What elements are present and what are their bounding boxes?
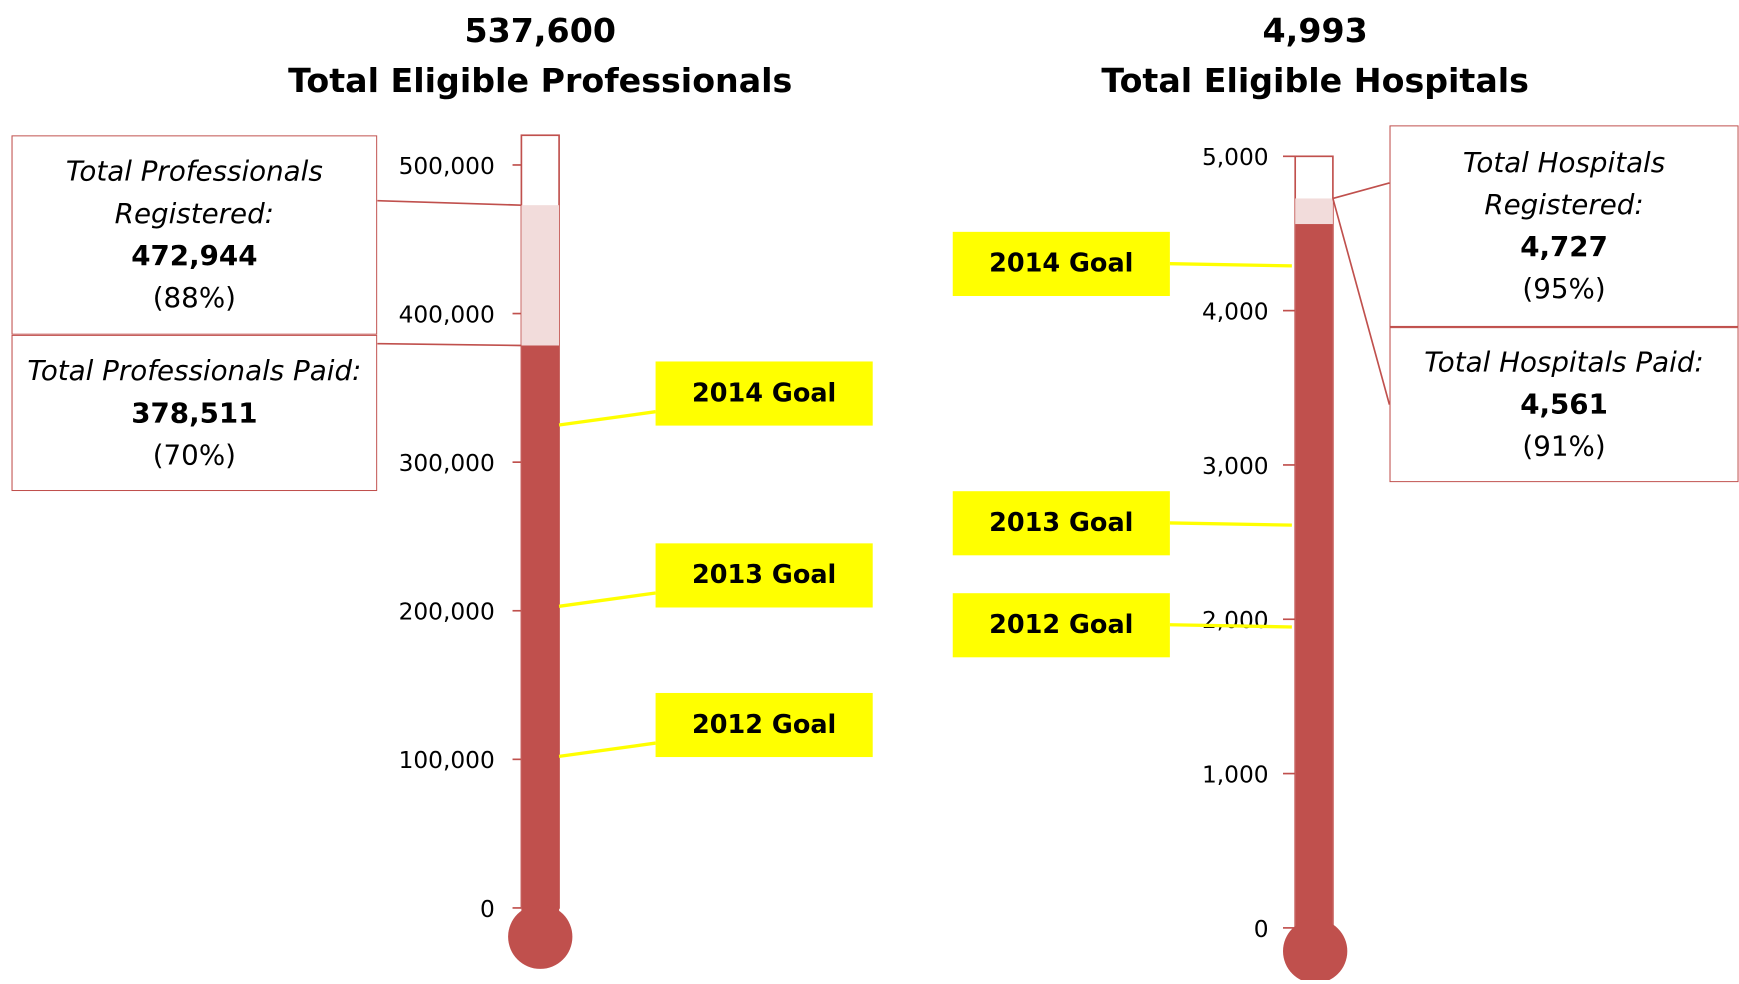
callout-body: Total Professionals Registered: 472,944 (8…	[11, 135, 378, 335]
y-tick-label: 3,000	[1202, 453, 1269, 480]
goal-name: 2012 Goal	[655, 693, 873, 758]
series-percent: (95%)	[1522, 272, 1606, 305]
callout-leader	[377, 199, 522, 207]
series-name: Total Hospitals Registered:	[1462, 146, 1666, 221]
y-tick-label: 100,000	[399, 747, 495, 774]
goal-leader	[1169, 261, 1292, 268]
y-tick-label: 400,000	[399, 301, 495, 328]
y-tick-label: 5,000	[1202, 144, 1269, 171]
chart-title: Total Eligible Hospitals	[1101, 61, 1529, 100]
goal-leader	[558, 741, 656, 759]
tube-fill	[521, 345, 560, 920]
goal-name: 2013 Goal	[952, 490, 1170, 556]
goal-label: 2012 Goal	[952, 592, 1170, 657]
callout: Total Professionals Registered: 472,944 (8…	[11, 135, 378, 335]
callout: Total Professionals Paid: 378,511 (70%)	[11, 334, 378, 492]
tube-fill	[1295, 224, 1333, 939]
goal-name: 2014 Goal	[952, 231, 1170, 296]
callout-leader	[1332, 182, 1390, 200]
series-percent: (91%)	[1522, 430, 1606, 463]
series-percent: (70%)	[152, 438, 236, 471]
goal-label: 2014 Goal	[952, 231, 1170, 296]
series-percent: (88%)	[152, 281, 236, 314]
callout-leader	[377, 342, 522, 347]
series-name: Total Hospitals Paid:	[1424, 345, 1704, 379]
callout-leader	[1332, 198, 1391, 405]
y-tick-label: 200,000	[399, 599, 495, 626]
chart-total: 4,993	[1263, 11, 1368, 50]
y-tick-label: 0	[480, 896, 495, 923]
goal-name: 2014 Goal	[655, 361, 873, 427]
goal-label: 2013 Goal	[952, 490, 1170, 556]
series-value: 378,511	[131, 396, 258, 429]
callout-text: Total Professionals Paid: 378,511	[21, 350, 367, 434]
y-tick-label: 300,000	[399, 450, 495, 477]
goal-label: 2012 Goal	[655, 693, 873, 758]
callout-text: Total Hospitals Registered: 4,727	[1399, 142, 1728, 268]
goal-leader	[558, 410, 656, 427]
goal-name: 2013 Goal	[655, 543, 873, 608]
callout-text: Total Hospitals Paid: 4,561	[1399, 341, 1728, 425]
series-value: 472,944	[131, 239, 258, 272]
series-name: Total Professionals Registered:	[65, 155, 323, 230]
series-value: 4,727	[1520, 230, 1608, 263]
chart-title: Total Eligible Professionals	[288, 61, 792, 100]
bulb	[1283, 919, 1348, 984]
y-tick-label: 2,000	[1202, 607, 1269, 634]
bulb	[508, 904, 573, 969]
chart-total: 537,600	[465, 11, 616, 50]
series-value: 4,561	[1520, 388, 1608, 421]
y-tick-label: 1,000	[1202, 761, 1269, 788]
callout-body: Total Hospitals Registered: 4,727 (95%)	[1389, 125, 1739, 328]
y-tick-label: 0	[1254, 916, 1269, 943]
goal-leader	[1169, 521, 1292, 527]
callout: Total Hospitals Paid: 4,561 (91%)	[1389, 327, 1739, 483]
goal-name: 2012 Goal	[952, 592, 1170, 657]
callout-text: Total Professionals Registered: 472,944	[21, 151, 367, 277]
y-tick-label: 500,000	[399, 153, 495, 180]
y-tick-label: 4,000	[1202, 298, 1269, 325]
callout: Total Hospitals Registered: 4,727 (95%)	[1389, 125, 1739, 328]
goal-leader	[1169, 623, 1292, 629]
callout-body: Total Professionals Paid: 378,511 (70%)	[11, 334, 378, 492]
series-name: Total Professionals Paid:	[27, 354, 362, 387]
callout-body: Total Hospitals Paid: 4,561 (91%)	[1389, 327, 1739, 483]
goal-label: 2014 Goal	[655, 361, 873, 427]
goal-leader	[558, 591, 656, 608]
goal-label: 2013 Goal	[655, 543, 873, 608]
